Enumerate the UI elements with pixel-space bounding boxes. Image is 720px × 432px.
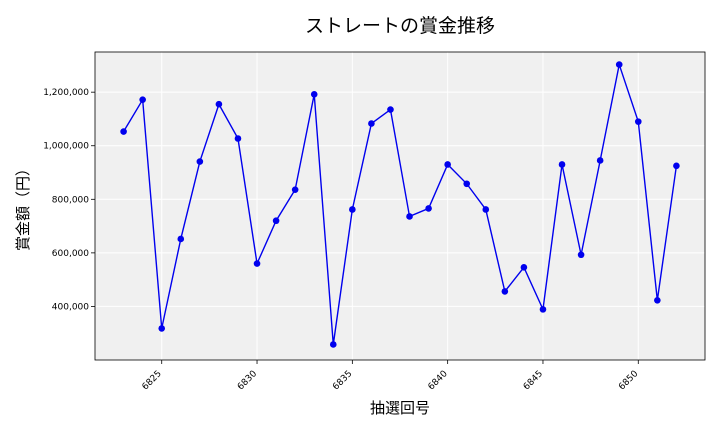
data-point bbox=[654, 296, 661, 304]
x-tick-label: 6845 bbox=[522, 369, 545, 392]
data-point bbox=[558, 161, 566, 168]
data-point bbox=[596, 157, 604, 164]
x-axis-label: 抽選回号 bbox=[370, 399, 430, 417]
data-point bbox=[539, 306, 547, 313]
data-point bbox=[253, 260, 261, 267]
y-tick-label: 1,000,000 bbox=[43, 142, 89, 152]
data-point bbox=[463, 180, 471, 188]
data-point bbox=[291, 186, 299, 193]
data-point bbox=[501, 288, 509, 295]
data-point bbox=[272, 217, 280, 225]
x-tick-label: 6840 bbox=[427, 369, 450, 392]
y-tick-label: 600,000 bbox=[52, 249, 89, 259]
plot-frame bbox=[94, 51, 706, 361]
x-tick-label: 6850 bbox=[617, 369, 640, 392]
data-point bbox=[177, 235, 185, 243]
x-tick-label: 6835 bbox=[331, 369, 354, 392]
data-point bbox=[139, 96, 146, 103]
data-point bbox=[158, 325, 166, 332]
data-point bbox=[634, 118, 642, 125]
x-tick-label: 6825 bbox=[141, 369, 164, 392]
y-tick-label: 1,200,000 bbox=[43, 88, 89, 98]
data-point bbox=[520, 264, 528, 271]
data-point bbox=[425, 205, 432, 212]
chart-title: ストレートの賞金推移 bbox=[305, 15, 495, 37]
data-layer bbox=[120, 61, 680, 348]
data-point bbox=[234, 135, 242, 142]
series-line bbox=[122, 61, 678, 345]
data-point bbox=[120, 128, 127, 135]
data-point bbox=[387, 106, 394, 113]
data-point bbox=[349, 206, 356, 213]
data-point bbox=[444, 161, 451, 168]
data-point bbox=[329, 341, 337, 348]
data-point bbox=[673, 162, 680, 170]
y-axis-label: 賞金額（円） bbox=[14, 161, 32, 251]
data-point bbox=[215, 100, 223, 108]
data-point bbox=[577, 251, 585, 259]
data-point bbox=[406, 213, 413, 220]
data-point bbox=[368, 120, 375, 127]
data-point bbox=[310, 91, 318, 98]
y-tick-label: 800,000 bbox=[52, 195, 89, 205]
data-point bbox=[615, 61, 623, 68]
plot-area bbox=[95, 52, 705, 360]
data-point bbox=[482, 206, 490, 213]
y-tick-label: 400,000 bbox=[52, 302, 89, 312]
data-point bbox=[196, 158, 204, 165]
x-tick-label: 6830 bbox=[236, 369, 259, 392]
